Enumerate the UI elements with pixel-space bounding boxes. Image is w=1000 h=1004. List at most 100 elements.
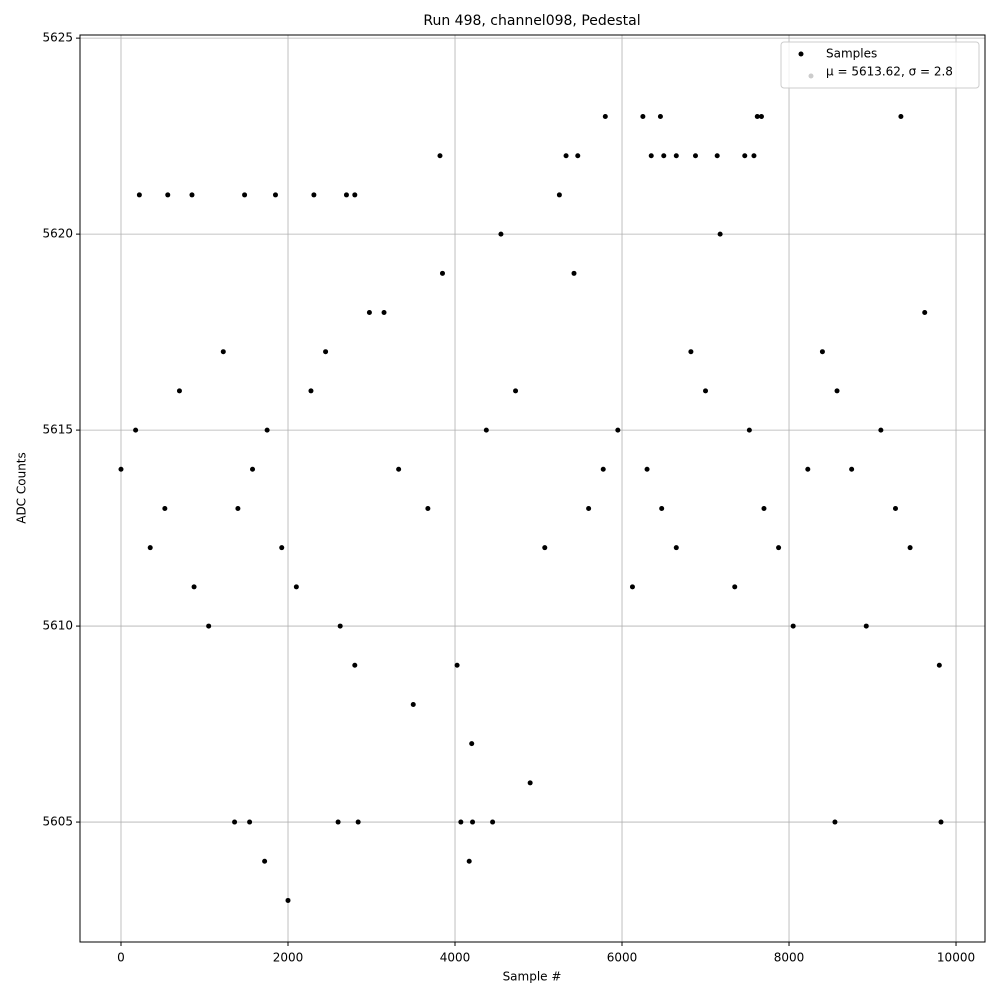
x-tick-label: 10000 [937,951,975,965]
data-point [907,545,913,551]
legend-marker [808,73,814,79]
data-point [832,819,838,825]
data-point [673,153,679,159]
data-point [898,114,904,120]
data-point [118,466,124,472]
data-point [279,545,285,551]
data-point [640,114,646,120]
data-point [311,192,317,198]
data-point [513,388,519,394]
data-point [615,427,621,433]
data-point [758,114,764,120]
data-point [575,153,581,159]
data-point [648,153,654,159]
data-point [790,623,796,629]
y-tick-label: 5615 [42,423,73,437]
data-point [863,623,869,629]
data-point [250,466,256,472]
data-point [454,662,460,668]
data-point [629,584,635,590]
y-tick-label: 5620 [42,227,73,241]
data-point [439,270,445,276]
data-point [542,545,548,551]
data-point [343,192,349,198]
data-point [563,153,569,159]
legend-label: μ = 5613.62, σ = 2.8 [826,65,953,79]
data-point [352,192,358,198]
data-point [659,505,665,511]
y-tick-label: 5610 [42,619,73,633]
data-point [410,701,416,707]
data-point [466,858,472,864]
data-point [819,349,825,355]
data-point [381,310,387,316]
plot-frame [79,34,986,943]
data-point [425,505,431,511]
data-point [692,153,698,159]
legend: Samples μ = 5613.62, σ = 2.8 [780,41,980,89]
data-point [742,153,748,159]
data-point [754,114,760,120]
x-tick-label: 6000 [607,951,638,965]
x-tick-label: 0 [117,951,125,965]
data-point [235,505,241,511]
data-point [751,153,757,159]
data-point [688,349,694,355]
y-tick-label: 5605 [42,815,73,829]
data-point [136,192,142,198]
data-point [490,819,496,825]
data-point [242,192,248,198]
data-point [571,270,577,276]
data-point [849,466,855,472]
data-point [396,466,402,472]
x-tick-label: 2000 [273,951,304,965]
data-point [892,505,898,511]
data-point [717,231,723,237]
data-point [644,466,650,472]
data-point [938,819,944,825]
y-axis-label: ADC Counts [15,452,29,524]
data-point [133,427,139,433]
data-point [527,780,533,786]
data-point [732,584,738,590]
data-point [162,505,168,511]
legend-label: Samples [826,47,877,61]
data-point [335,819,341,825]
data-point [247,819,253,825]
data-point [602,114,608,120]
data-point [285,897,291,903]
data-point [458,819,464,825]
data-point [323,349,329,355]
data-point [232,819,238,825]
data-point [483,427,489,433]
data-point [922,310,928,316]
data-point [586,505,592,511]
data-point [352,662,358,668]
data-point [189,192,195,198]
data-point [206,623,212,629]
chart-title: Run 498, channel098, Pedestal [423,13,640,29]
data-point [805,466,811,472]
data-point [878,427,884,433]
x-tick-label: 8000 [774,951,805,965]
data-point [714,153,720,159]
data-point [308,388,314,394]
data-point [703,388,709,394]
data-point [191,584,197,590]
data-point [761,505,767,511]
data-point [746,427,752,433]
data-point [470,819,476,825]
data-point [776,545,782,551]
data-point [469,741,475,747]
data-point [293,584,299,590]
x-axis-label: Sample # [503,970,562,984]
y-tick-label: 5625 [42,31,73,45]
data-point [264,427,270,433]
legend-marker [798,51,804,57]
data-point [220,349,226,355]
legend-box [780,41,980,89]
data-point [556,192,562,198]
data-point [262,858,268,864]
